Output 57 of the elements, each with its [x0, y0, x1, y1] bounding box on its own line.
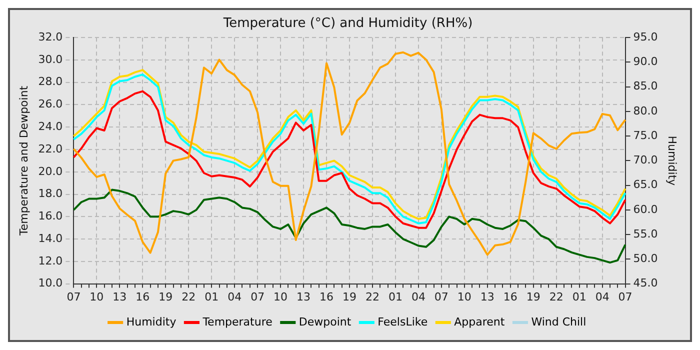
y-tick-label: 24.0 [38, 120, 63, 133]
legend-label: Humidity [126, 315, 177, 328]
x-tick-label: 16 [136, 290, 150, 304]
y-tick-label: 14.0 [38, 232, 63, 245]
legend-label: Temperature [202, 315, 273, 328]
x-tick-label: 13 [112, 290, 127, 304]
legend-label: Dewpoint [298, 315, 352, 328]
y2-tick-label: 60.0 [633, 202, 658, 216]
y-tick-label: 28.0 [38, 75, 63, 88]
x-tick-label: 13 [480, 290, 494, 304]
x-tick-label: 19 [342, 290, 356, 304]
x-tick-label: 16 [320, 290, 334, 304]
y-tick-label: 26.0 [38, 98, 63, 111]
x-tick-label: 19 [158, 290, 173, 304]
y2-axis-title: Humidity [666, 136, 679, 186]
y-tick-label: 10.0 [38, 276, 63, 290]
y-tick-label: 32.0 [38, 30, 63, 44]
x-tick-label: 16 [503, 290, 518, 304]
x-tick-label: 04 [228, 290, 242, 304]
x-tick-label: 19 [526, 290, 540, 304]
y2-tick-label: 50.0 [633, 252, 658, 266]
y2-tick-label: 95.0 [633, 30, 658, 44]
x-tick-label: 10 [274, 290, 288, 304]
x-tick-label: 10 [457, 290, 472, 304]
y-tick-label: 12.0 [38, 254, 63, 268]
y-tick-label: 30.0 [38, 52, 63, 66]
y2-tick-label: 90.0 [633, 55, 658, 68]
x-tick-label: 01 [204, 290, 219, 304]
y2-tick-label: 75.0 [633, 128, 658, 142]
x-tick-label: 22 [182, 290, 196, 304]
y2-tick-label: 55.0 [633, 227, 658, 240]
x-tick-label: 07 [434, 290, 448, 304]
x-tick-label: 22 [365, 290, 380, 304]
y-tick-label: 16.0 [38, 210, 63, 223]
x-tick-label: 07 [66, 290, 81, 304]
x-tick-label: 01 [388, 290, 402, 304]
x-tick-label: 04 [411, 290, 426, 304]
y2-tick-label: 70.0 [633, 154, 658, 167]
y-tick-label: 20.0 [38, 164, 63, 178]
x-tick-label: 22 [549, 290, 564, 304]
x-tick-label: 10 [90, 290, 104, 304]
x-tick-label: 07 [618, 290, 632, 304]
x-tick-label: 07 [250, 290, 265, 304]
legend-label: FeelsLike [378, 315, 428, 328]
legend-label: Apparent [454, 315, 506, 328]
chart-title: Temperature (°C) and Humidity (RH%) [222, 16, 473, 32]
y2-tick-label: 85.0 [633, 80, 658, 93]
y-tick-label: 18.0 [38, 187, 63, 200]
legend-label: Wind Chill [531, 315, 586, 328]
y-tick-label: 22.0 [38, 142, 63, 156]
y2-tick-label: 65.0 [633, 178, 658, 192]
y2-tick-label: 45.0 [633, 276, 658, 290]
x-tick-label: 13 [296, 290, 311, 304]
x-tick-label: 04 [595, 290, 610, 304]
y2-tick-label: 80.0 [633, 104, 658, 118]
x-tick-label: 01 [572, 290, 586, 304]
y-axis-title: Temperature and Dewpoint [17, 85, 30, 237]
